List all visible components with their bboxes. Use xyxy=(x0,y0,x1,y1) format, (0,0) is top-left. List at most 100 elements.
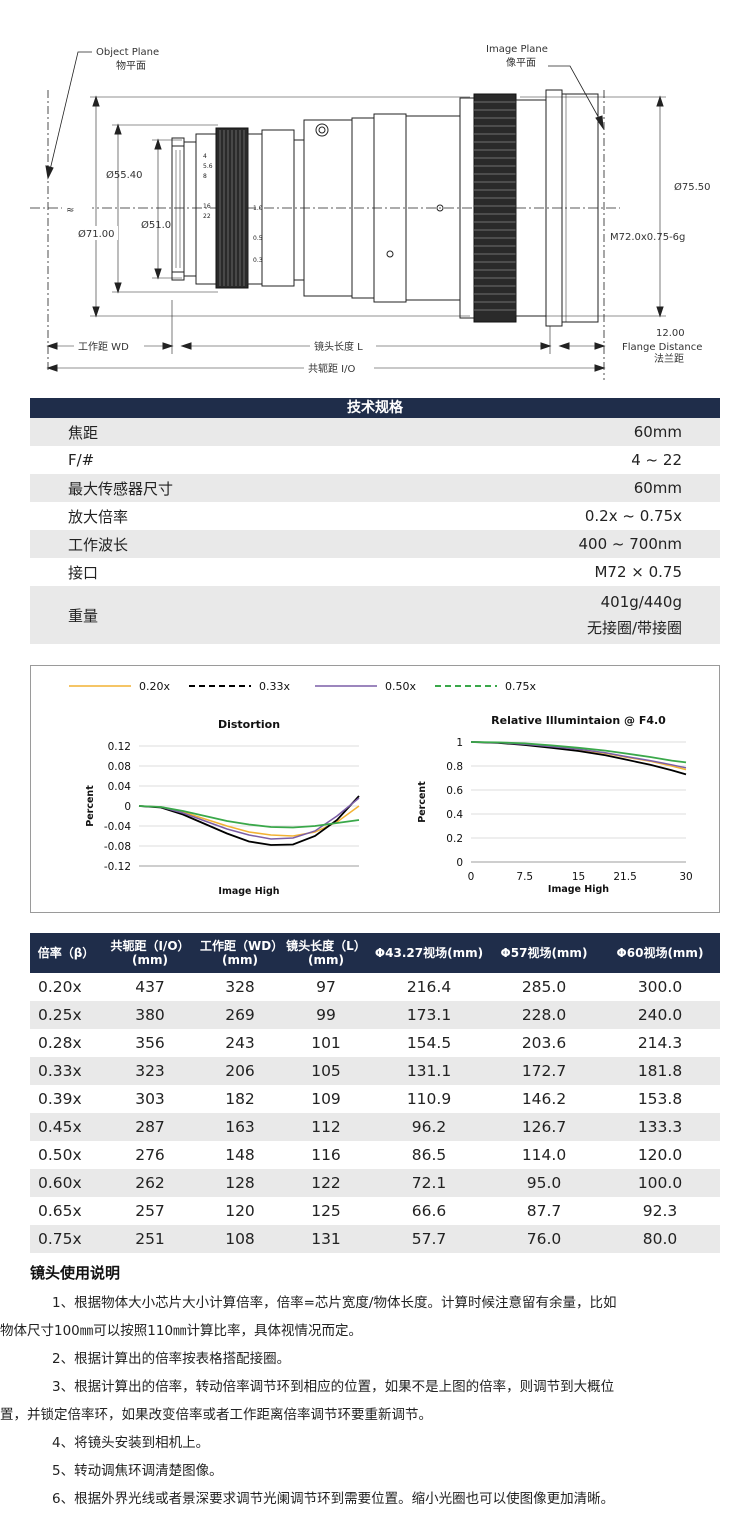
x-tick-label: 15 xyxy=(572,871,585,883)
x-tick-label: 21.5 xyxy=(613,871,636,883)
table-cell: 153.8 xyxy=(600,1085,720,1113)
table-cell: 125 xyxy=(282,1197,370,1225)
table-header-cell: 共轭距（I/O） (mm) xyxy=(102,933,198,973)
y-tick-label: 0.6 xyxy=(446,785,463,797)
table-cell: 0.65x xyxy=(30,1197,102,1225)
magnification-table: 倍率（β） 共轭距（I/O） (mm) 工作距（WD） (mm) 镜头长度（L） (mm) Φ… xyxy=(30,933,720,1253)
x-tick-label: 7.5 xyxy=(516,871,533,883)
chart-title: Distortion xyxy=(218,718,280,731)
header-text: (mm) xyxy=(308,953,344,967)
table-row: 0.25x 380 269 99 173.1 228.0 240.0 xyxy=(30,1001,720,1029)
x-axis-title: Image High xyxy=(218,886,279,897)
y-tick-label: -0.08 xyxy=(104,841,131,853)
table-cell: 172.7 xyxy=(488,1057,600,1085)
table-cell: 203.6 xyxy=(488,1029,600,1057)
table-cell: 131.1 xyxy=(370,1057,488,1085)
flange-label: Flange Distance xyxy=(622,342,702,353)
table-row: 0.28x 356 243 101 154.5 203.6 214.3 xyxy=(30,1029,720,1057)
weight-note: 无接圈/带接圈 xyxy=(586,619,682,637)
table-cell: 0.28x xyxy=(30,1029,102,1057)
table-cell: 328 xyxy=(198,973,282,1001)
table-cell: 87.7 xyxy=(488,1197,600,1225)
table-cell: 356 xyxy=(102,1029,198,1057)
table-cell: 216.4 xyxy=(370,973,488,1001)
image-plane-label: Image Plane xyxy=(486,44,548,55)
table-cell: 228.0 xyxy=(488,1001,600,1029)
header-text: Φ60视场(mm) xyxy=(616,946,704,960)
svg-text:5.6: 5.6 xyxy=(203,163,213,170)
table-cell: 120.0 xyxy=(600,1141,720,1169)
dim-diameter-71: Ø71.00 xyxy=(78,228,115,240)
table-cell: 437 xyxy=(102,973,198,1001)
spec-value: 60mm xyxy=(633,479,682,497)
table-cell: 0.25x xyxy=(30,1001,102,1029)
spec-label: 工作波长 xyxy=(68,535,129,554)
series-line-0.50x xyxy=(470,741,687,769)
table-cell: 206 xyxy=(198,1057,282,1085)
table-cell: 251 xyxy=(102,1225,198,1253)
table-cell: 128 xyxy=(198,1169,282,1197)
distortion-chart: Distortion 0.12 0.08 0.04 0 -0.04 -0.08 -0.12 Im… xyxy=(85,718,360,897)
spec-row-magnification: 放大倍率 0.2x ~ 0.75x xyxy=(30,502,720,530)
table-row: 0.65x 257 120 125 66.6 87.7 92.3 xyxy=(30,1197,720,1225)
usage-instructions: 镜头使用说明 1、根据物体大小芯片大小计算倍率，倍率=芯片宽度/物体长度。计算时… xyxy=(0,1262,720,1513)
table-cell: 109 xyxy=(282,1085,370,1113)
y-axis-title: Percent xyxy=(417,781,428,823)
spec-row-fnumber: F/# 4 ~ 22 xyxy=(30,446,720,474)
spec-value: 0.2x ~ 0.75x xyxy=(584,507,682,525)
table-cell: 181.8 xyxy=(600,1057,720,1085)
legend-label: 0.75x xyxy=(505,680,536,693)
table-cell: 240.0 xyxy=(600,1001,720,1029)
wd-label: 工作距 WD xyxy=(78,341,129,353)
table-header-cell: Φ43.27视场(mm) xyxy=(370,933,488,973)
table-cell: 243 xyxy=(198,1029,282,1057)
table-cell: 116 xyxy=(282,1141,370,1169)
table-cell: 380 xyxy=(102,1001,198,1029)
table-cell: 126.7 xyxy=(488,1113,600,1141)
flange-value: 12.00 xyxy=(656,328,685,339)
table-cell: 131 xyxy=(282,1225,370,1253)
performance-charts: 0.20x 0.33x 0.50x 0.75x Distortion 0.12 0.08 0… xyxy=(30,665,720,913)
table-row: 0.20x 437 328 97 216.4 285.0 300.0 xyxy=(30,973,720,1001)
usage-item: 6、根据外界光线或者景深要求调节光阑调节环到需要位置。缩小光圈也可以使图像更加清… xyxy=(52,1491,615,1507)
table-cell: 96.2 xyxy=(370,1113,488,1141)
usage-item: 1、根据物体大小芯片大小计算倍率，倍率=芯片宽度/物体长度。计算时候注意留有余量… xyxy=(52,1295,617,1311)
y-tick-label: 0.04 xyxy=(108,781,132,793)
table-cell: 92.3 xyxy=(600,1197,720,1225)
table-cell: 303 xyxy=(102,1085,198,1113)
weight-value: 401g/440g xyxy=(600,593,682,611)
table-header-row: 倍率（β） 共轭距（I/O） (mm) 工作距（WD） (mm) 镜头长度（L） (mm) Φ… xyxy=(30,933,720,973)
table-row: 0.75x 251 108 131 57.7 76.0 80.0 xyxy=(30,1225,720,1253)
table-row: 0.33x 323 206 105 131.1 172.7 181.8 xyxy=(30,1057,720,1085)
svg-text:8: 8 xyxy=(203,173,207,180)
table-cell: 120 xyxy=(198,1197,282,1225)
y-tick-label: -0.12 xyxy=(104,861,131,873)
table-cell: 110.9 xyxy=(370,1085,488,1113)
table-cell: 0.60x xyxy=(30,1169,102,1197)
table-cell: 80.0 xyxy=(600,1225,720,1253)
spec-label: 焦距 xyxy=(68,423,99,442)
table-cell: 182 xyxy=(198,1085,282,1113)
table-row: 0.50x 276 148 116 86.5 114.0 120.0 xyxy=(30,1141,720,1169)
table-cell: 0.33x xyxy=(30,1057,102,1085)
table-cell: 262 xyxy=(102,1169,198,1197)
illumination-chart: Relative Illumintaion @ F4.0 1 0.8 0.6 0.4 0.… xyxy=(417,714,693,895)
table-cell: 0.45x xyxy=(30,1113,102,1141)
y-tick-label: 0 xyxy=(456,857,463,869)
header-text: Φ57视场(mm) xyxy=(500,946,588,960)
y-tick-label: 0 xyxy=(124,801,131,813)
table-cell: 86.5 xyxy=(370,1141,488,1169)
x-axis-title: Image High xyxy=(548,884,609,895)
svg-text:1.0: 1.0 xyxy=(253,205,263,212)
table-cell: 122 xyxy=(282,1169,370,1197)
usage-item: 置，并锁定倍率环，如果改变倍率或者工作距离倍率调节环要重新调节。 xyxy=(0,1407,432,1423)
table-cell: 163 xyxy=(198,1113,282,1141)
header-text: 镜头长度（L） xyxy=(286,939,366,953)
series-line-0.75x xyxy=(470,741,687,764)
spec-value: 60mm xyxy=(633,423,682,441)
y-tick-label: 0.2 xyxy=(446,833,463,845)
table-cell: 72.1 xyxy=(370,1169,488,1197)
table-row: 0.60x 262 128 122 72.1 95.0 100.0 xyxy=(30,1169,720,1197)
svg-text:4: 4 xyxy=(203,153,207,160)
approx-symbol: ≈ xyxy=(66,205,74,216)
